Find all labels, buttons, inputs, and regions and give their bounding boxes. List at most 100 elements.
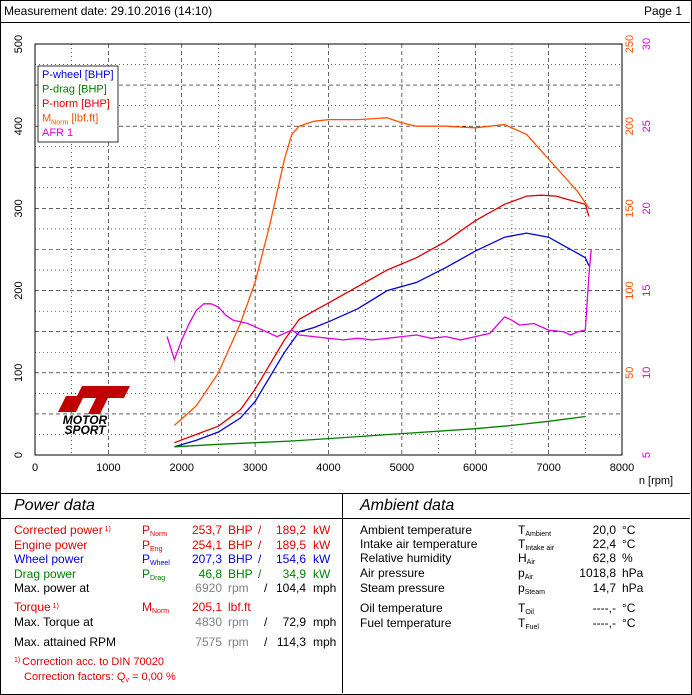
power-row-symbol: PEng (142, 537, 163, 553)
ambient-row: Relative humidity HAir 62,8% (343, 551, 690, 566)
x-axis-unit: n [rpm] (639, 475, 673, 487)
y-right-torque-tick: 250 (624, 35, 636, 53)
ambient-row-label: Intake air temperature (360, 537, 478, 551)
correction-factors: Correction factors: Qv = 0,00 % (24, 671, 176, 684)
max-power-at-slash: / (264, 581, 268, 595)
section-separator (0, 493, 690, 494)
ambient-row-unit: hPa (622, 566, 644, 580)
max-power-at-speed: 104,4 (275, 581, 306, 595)
logo-text-2: SPORT (64, 423, 107, 437)
ambient-row: Ambient temperature TAmbient 20,0 °C (343, 523, 690, 538)
ambient-data-title: Ambient data (360, 497, 455, 514)
y-right-afr-tick: 10 (641, 367, 653, 379)
power-row-label: Drag power (14, 566, 77, 581)
ambient-row-symbol: pAir (518, 566, 534, 581)
ambient-row-value: 20,0 (592, 523, 616, 537)
x-tick-label: 0 (32, 462, 38, 474)
power-title-underline (0, 518, 342, 519)
legend-item: P-wheel [BHP] (42, 69, 114, 81)
y-left-ticks: 0 100 200 300 400 500 (13, 35, 25, 458)
ambient-row-symbol: TOil (518, 601, 534, 616)
torque-symbol: MNorm (142, 600, 170, 615)
max-rpm-speed: 114,3 (276, 635, 306, 649)
power-row-slash: / (258, 537, 262, 552)
x-tick-label: 2000 (170, 462, 194, 474)
power-row: Corrected power 1) PNorm 253,7 BHP / 189,2 kW (0, 523, 342, 538)
max-torque-at-slash: / (264, 615, 268, 629)
ambient-row-label: Steam pressure (360, 581, 445, 595)
x-tick-label: 7000 (536, 462, 560, 474)
ambient-row-label: Relative humidity (360, 551, 452, 565)
power-row-unit-1: BHP (228, 566, 253, 581)
series-line-0 (174, 232, 590, 448)
ambient-row-unit: hPa (622, 581, 644, 595)
power-row-symbol: PDrag (142, 566, 166, 582)
ambient-row-value: ----,- (592, 601, 616, 615)
power-row-value-2: 34,9 (282, 566, 306, 581)
measurement-date: Measurement date: 29.10.2016 (14:10) (4, 4, 213, 18)
ambient-row: Air pressure pAir 1018,8 hPa (343, 566, 690, 581)
max-rpm: Max. attained RPM 7575 rpm / 114,3 mph (0, 635, 342, 649)
power-row-unit-2: kW (313, 523, 331, 537)
y-left-tick-label: 500 (13, 35, 25, 53)
legend-item: AFR 1 (42, 127, 73, 139)
ambient-row-label: Ambient temperature (360, 523, 473, 537)
power-row-unit-2: kW (313, 566, 331, 581)
max-rpm-speed-unit: mph (313, 635, 337, 649)
max-torque-at-rpm: 4830 (195, 615, 222, 629)
y-right-torque-tick: 150 (624, 199, 636, 217)
max-torque-at-rpm-unit: rpm (228, 615, 249, 629)
series-line-3 (173, 117, 590, 426)
ambient-row: Oil temperature TOil ----,- °C (343, 601, 690, 616)
power-row-value-2: 154,6 (275, 552, 306, 566)
max-power-at-rpm-unit: rpm (228, 581, 249, 595)
power-row: Wheel power PWheel 207,3 BHP / 154,6 kW (0, 552, 342, 567)
chart-legend: P-wheel [BHP] P-drag [BHP] P-norm [BHP] MNo… (37, 65, 119, 143)
y-left-tick-label: 200 (13, 281, 25, 299)
y-right-afr-tick: 25 (641, 120, 653, 132)
max-rpm-rpm: 7575 (195, 635, 222, 649)
power-row-unit-1: BHP (228, 523, 253, 537)
x-tick-label: 1000 (96, 462, 120, 474)
power-row-value-2: 189,5 (275, 537, 306, 552)
ambient-row-value: 14,7 (592, 581, 616, 595)
x-tick-label: 5000 (390, 462, 414, 474)
dyno-chart: 0 1000 2000 3000 4000 5000 6000 7000 8000 0 100 20… (13, 35, 673, 487)
max-torque-at-speed: 72,9 (282, 615, 306, 629)
y-left-tick-label: 0 (13, 452, 25, 458)
legend-item: MNorm [lbf.ft] (42, 113, 98, 127)
y-left-tick-label: 300 (13, 199, 25, 217)
ambient-row-unit: % (622, 551, 633, 565)
max-torque-at: Max. Torque at 4830 rpm / 72,9 mph (0, 615, 342, 629)
chart-series (166, 117, 592, 448)
x-tick-label: 6000 (463, 462, 487, 474)
power-row-unit-2: kW (313, 537, 331, 552)
page-number: Page 1 (643, 4, 682, 18)
y-right-afr-tick: 5 (641, 452, 653, 458)
x-axis-ticks: 0 1000 2000 3000 4000 5000 6000 7000 8000 (32, 462, 634, 474)
power-row-unit-1: BHP (228, 537, 253, 552)
ambient-row-unit: °C (622, 601, 636, 615)
torque-unit: lbf.ft (228, 600, 251, 614)
y-right-afr-tick: 20 (641, 202, 653, 214)
ambient-row-symbol: HAir (518, 551, 536, 566)
footnote-mark: 1) (102, 526, 111, 533)
ambient-row-symbol: TAmbient (518, 523, 552, 538)
torque-row: Torque 1) MNorm 205,1 lbf.ft (0, 600, 342, 615)
series-line-4 (166, 249, 592, 362)
power-row-label: Corrected power 1) (14, 523, 111, 537)
ambient-row-value: ----,- (592, 616, 616, 630)
ambient-row-unit: °C (622, 537, 636, 551)
header-bar: Measurement date: 29.10.2016 (14:10) Pag… (0, 0, 690, 23)
power-row-slash: / (258, 566, 262, 581)
legend-item: P-drag [BHP] (42, 84, 107, 96)
power-row-unit-1: BHP (228, 552, 253, 566)
x-tick-label: 8000 (610, 462, 634, 474)
ambient-row: Steam pressure pSteam 14,7 hPa (343, 581, 690, 596)
series-line-2 (174, 194, 590, 444)
y-right-torque-tick: 200 (624, 117, 636, 135)
torque-label: Torque 1) (14, 600, 59, 614)
power-row-value-1: 254,1 (191, 537, 222, 552)
power-row-value-1: 207,3 (191, 552, 222, 566)
torque-value: 205,1 (191, 600, 222, 614)
